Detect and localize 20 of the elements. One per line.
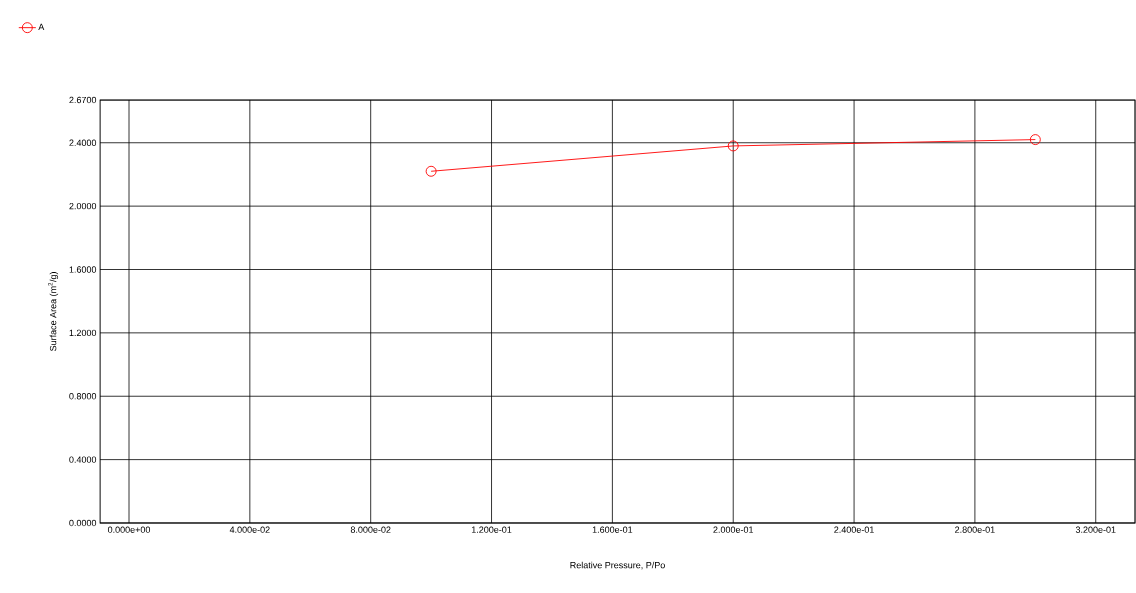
y-tick-label: 0.8000 xyxy=(69,393,97,400)
y-tick-label: 1.6000 xyxy=(69,266,97,273)
x-tick-label: 2.000e-01 xyxy=(713,526,754,533)
x-tick-label: 0.000e+00 xyxy=(107,526,151,533)
y-axis-title: Surface Area (m$^{2}$/g) xyxy=(48,272,59,352)
y-tick-label: 2.4000 xyxy=(69,139,97,146)
x-tick-label: 1.600e-01 xyxy=(592,526,633,533)
y-tick-label: 2.6700 xyxy=(69,96,97,104)
x-tick-label: 2.800e-01 xyxy=(955,526,995,533)
y-tick-label: 0.0000 xyxy=(69,519,97,527)
x-axis-title: Relative Pressure, P/Po xyxy=(570,561,665,570)
x-tick-label: 1.200e-01 xyxy=(471,526,512,533)
legend-label: A xyxy=(38,23,45,31)
y-tick-label: 0.4000 xyxy=(69,456,97,463)
x-tick-label: 8.000e-02 xyxy=(350,526,391,533)
x-tick-label: 3.200e-01 xyxy=(1075,526,1116,533)
y-tick-label: 1.2000 xyxy=(69,329,97,337)
x-tick-label: 2.400e-01 xyxy=(834,526,874,533)
x-tick-label: 4.000e-02 xyxy=(229,526,270,533)
y-tick-label: 2.0000 xyxy=(69,202,97,210)
